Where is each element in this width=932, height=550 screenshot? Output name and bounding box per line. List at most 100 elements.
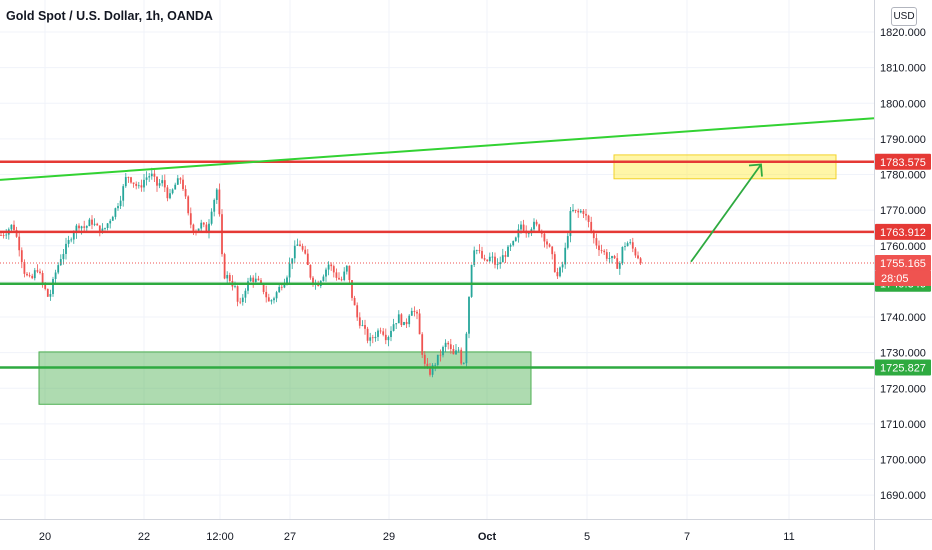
candle-body bbox=[49, 294, 52, 297]
current-price-badge-label: 1755.165 bbox=[880, 258, 926, 270]
candle-body bbox=[624, 246, 626, 248]
candle-body bbox=[533, 221, 535, 230]
trendline bbox=[0, 117, 875, 181]
candle-body bbox=[96, 223, 99, 226]
candle-body bbox=[468, 296, 470, 334]
candle-body bbox=[431, 365, 434, 375]
current-price-badge: 1755.165 28:05 bbox=[875, 254, 931, 286]
x-tick-label: 27 bbox=[284, 531, 296, 543]
candle-body bbox=[223, 254, 226, 279]
candle-body bbox=[166, 187, 169, 199]
candle-body bbox=[91, 219, 93, 225]
candle-body bbox=[10, 224, 13, 230]
candle-body bbox=[205, 224, 208, 233]
demand-zone bbox=[38, 351, 532, 405]
candle-body bbox=[335, 272, 338, 278]
candle-body bbox=[153, 173, 156, 177]
candle-body bbox=[478, 250, 481, 251]
candle-body bbox=[587, 215, 590, 222]
candle-body bbox=[585, 213, 587, 216]
candle-body bbox=[169, 193, 171, 199]
candle-body bbox=[46, 288, 49, 297]
candle-body bbox=[309, 264, 312, 278]
candle-body bbox=[62, 253, 65, 260]
candle-body bbox=[312, 277, 314, 284]
candle-body bbox=[127, 177, 130, 178]
candle-body bbox=[535, 221, 538, 225]
candle-body bbox=[283, 282, 286, 288]
candle-body bbox=[361, 325, 364, 326]
candle-body bbox=[85, 226, 88, 228]
candle-body bbox=[293, 245, 296, 259]
candle-body bbox=[626, 243, 629, 247]
candle-body bbox=[483, 258, 486, 260]
candle-body bbox=[551, 246, 554, 255]
projection-arrow-head bbox=[748, 163, 763, 177]
x-tick-label: 5 bbox=[584, 531, 590, 543]
candle-body bbox=[18, 236, 21, 251]
candle-body bbox=[280, 286, 283, 288]
candle-body bbox=[486, 259, 489, 262]
candle-body bbox=[249, 277, 252, 282]
candle-body bbox=[260, 280, 262, 284]
candle-body bbox=[590, 221, 593, 231]
candle-body bbox=[23, 262, 26, 274]
candle-body bbox=[28, 275, 31, 277]
candle-body bbox=[343, 271, 346, 280]
candle-body bbox=[114, 208, 117, 217]
candle-body bbox=[470, 264, 473, 297]
current-price-badge-extra-bg bbox=[875, 270, 931, 286]
candle-body bbox=[522, 224, 525, 231]
candle-body bbox=[13, 224, 15, 231]
candle-body bbox=[455, 350, 457, 355]
candle-body bbox=[322, 276, 325, 281]
candle-body bbox=[600, 250, 603, 251]
y-tick-label: 1690.000 bbox=[880, 490, 926, 502]
price-badge-bg bbox=[875, 359, 931, 376]
candle-body bbox=[439, 354, 442, 356]
candle-body bbox=[5, 234, 8, 236]
candle-body bbox=[327, 264, 330, 270]
candle-body bbox=[109, 220, 112, 224]
candle-body bbox=[475, 250, 478, 251]
candle-body bbox=[2, 235, 5, 236]
candle-body bbox=[499, 262, 502, 265]
candle-body bbox=[481, 250, 483, 259]
candle-body bbox=[384, 334, 387, 341]
candle-body bbox=[140, 185, 143, 188]
candle-body bbox=[618, 263, 621, 269]
candle-body bbox=[608, 258, 611, 259]
candle-body bbox=[442, 347, 444, 356]
candle-body bbox=[566, 236, 569, 248]
candle-body bbox=[514, 237, 517, 242]
candle-body bbox=[241, 297, 244, 302]
y-tick-label: 1710.000 bbox=[880, 419, 926, 431]
candle-body bbox=[426, 363, 429, 368]
candle-body bbox=[67, 240, 70, 244]
candle-body bbox=[418, 313, 421, 335]
candle-body bbox=[325, 269, 327, 277]
candle-body bbox=[447, 342, 450, 345]
candle-body bbox=[111, 216, 114, 221]
candle-body bbox=[509, 245, 512, 247]
candle-body bbox=[98, 225, 101, 233]
candle-body bbox=[156, 176, 158, 186]
candle-body bbox=[507, 246, 509, 257]
candle-body bbox=[371, 337, 374, 339]
currency-button[interactable]: USD bbox=[891, 7, 917, 26]
y-tick-label: 1780.000 bbox=[880, 170, 926, 182]
candle-body bbox=[39, 271, 41, 274]
candle-body bbox=[132, 182, 135, 184]
y-tick-label: 1800.000 bbox=[880, 98, 926, 110]
candle-body bbox=[288, 263, 291, 278]
candle-body bbox=[33, 270, 36, 279]
candle-body bbox=[496, 264, 499, 265]
candle-body bbox=[304, 249, 307, 254]
candle-body bbox=[117, 206, 119, 209]
candle-body bbox=[200, 222, 203, 229]
candle-body bbox=[569, 211, 572, 237]
candle-body bbox=[291, 258, 294, 264]
candle-body bbox=[213, 199, 216, 212]
